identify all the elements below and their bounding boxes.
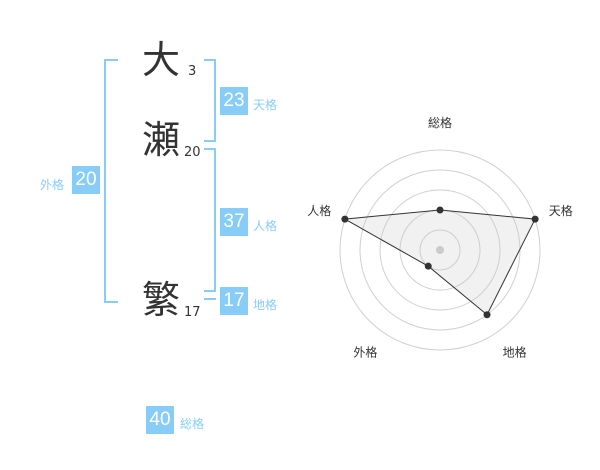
- stroke-count-2: 20: [184, 145, 201, 160]
- gaikaku-bracket: [104, 59, 118, 303]
- jinkaku-label: 人格: [253, 219, 278, 233]
- stroke-count-3: 17: [184, 305, 201, 320]
- jinkaku-bracket: [204, 148, 216, 292]
- soukaku-label: 総格: [180, 417, 205, 431]
- radar-center: [436, 246, 444, 254]
- tenkaku-label: 天格: [253, 98, 278, 112]
- gaikaku-value: 20: [72, 166, 100, 194]
- gaikaku-label: 外格: [40, 178, 65, 192]
- radar-point: [483, 311, 491, 319]
- name-char-1: 大: [142, 38, 181, 82]
- radar-area: [343, 209, 536, 316]
- radar-ring: [419, 229, 461, 271]
- tenkaku-value: 23: [220, 87, 248, 115]
- radar-point: [341, 215, 349, 223]
- radar-ring: [339, 149, 541, 351]
- radar-point: [436, 206, 444, 214]
- radar-point: [424, 262, 432, 270]
- chikaku-connector: [204, 298, 216, 300]
- stroke-count-1: 3: [188, 64, 197, 79]
- name-char-2: 瀬: [142, 118, 181, 162]
- chikaku-value: 17: [220, 287, 248, 315]
- jinkaku-value: 37: [220, 208, 248, 236]
- radar-axis-label: 総格: [428, 115, 452, 130]
- radar-ring: [379, 189, 501, 311]
- radar-axis-label: 地格: [503, 345, 527, 360]
- tenkaku-bracket: [204, 59, 216, 142]
- radar-axis-label: 外格: [353, 345, 377, 360]
- radar-axis-label: 人格: [307, 203, 331, 218]
- radar-axis-label: 天格: [549, 203, 573, 218]
- chikaku-label: 地格: [253, 298, 278, 312]
- soukaku-value: 40: [146, 406, 174, 434]
- radar-point: [531, 215, 539, 223]
- name-char-3: 繁: [142, 278, 181, 322]
